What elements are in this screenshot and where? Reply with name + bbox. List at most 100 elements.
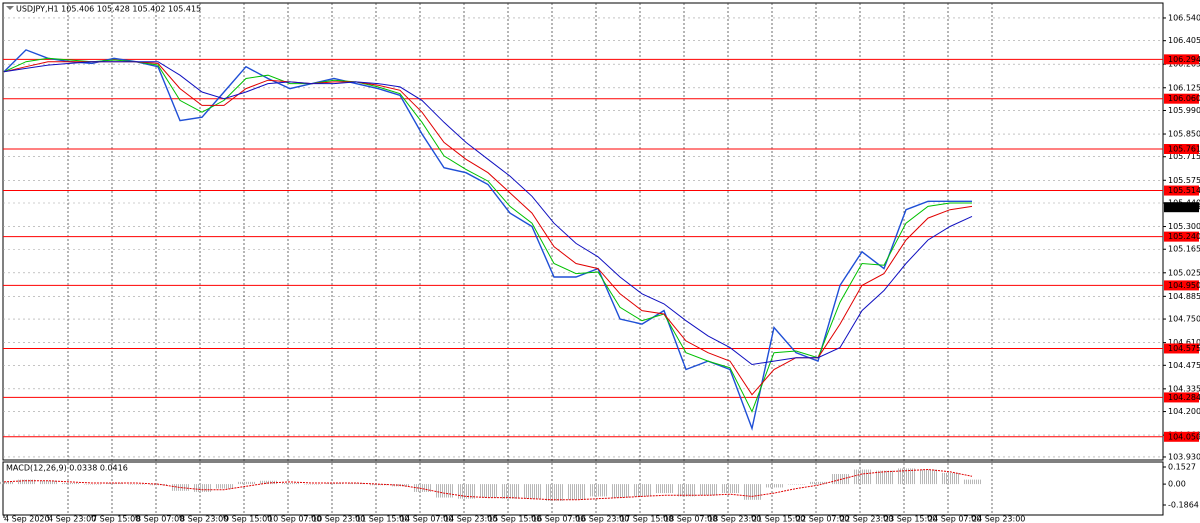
x-tick-label: 4 Sep 2020	[4, 515, 50, 523]
macd-bar	[83, 484, 101, 485]
macd-bar	[171, 484, 189, 491]
macd-bar	[281, 482, 299, 485]
x-tick-label: 16 Sep 07:00	[532, 515, 585, 523]
y-tick-label: 0.1527	[1168, 462, 1196, 471]
macd-bar	[941, 472, 959, 485]
x-tick-label: 17 Sep 15:00	[620, 515, 673, 523]
macd-bar	[215, 484, 233, 489]
macd-bar	[413, 484, 431, 492]
macd-bar	[765, 484, 783, 488]
y-tick-label: 104.885	[1168, 292, 1200, 301]
x-tick-label: 7 Sep 15:00	[92, 515, 140, 523]
macd-bar	[127, 484, 145, 485]
macd-bar	[853, 469, 871, 485]
x-tick-label: 14 Sep 23:00	[444, 515, 497, 523]
macd-title: MACD(12,26,9) 0.0338 0.0416	[6, 464, 128, 473]
level-tag	[1164, 143, 1199, 154]
y-tick-label: 106.125	[1168, 83, 1200, 92]
macd-bar	[633, 484, 651, 497]
macd-bar	[611, 484, 629, 498]
level-tag	[1164, 185, 1199, 196]
level-tag	[1164, 392, 1199, 403]
macd-bar	[919, 469, 937, 485]
level-label: 104.950	[1168, 281, 1200, 290]
level-tag	[1164, 54, 1199, 65]
x-tick-label: 15 Sep 15:00	[488, 515, 541, 523]
x-tick-label: 24 Sep 23:00	[972, 515, 1025, 523]
x-tick-label: 23 Sep 15:00	[884, 515, 937, 523]
x-tick-label: 18 Sep 07:00	[664, 515, 717, 523]
level-tag	[1164, 93, 1199, 104]
macd-bar	[655, 484, 673, 494]
macd-bar	[369, 484, 387, 486]
y-tick-label: 105.850	[1168, 130, 1200, 139]
macd-bar	[567, 484, 585, 500]
y-tick-label: 104.475	[1168, 361, 1200, 370]
level-label: 104.284	[1168, 393, 1200, 402]
macd-bar	[193, 484, 211, 492]
y-tick-label: 103.930	[1168, 452, 1200, 461]
y-tick-label: 104.610	[1168, 338, 1200, 347]
y-tick-label: 105.025	[1168, 268, 1200, 277]
x-tick-label: 4 Sep 23:00	[48, 515, 96, 523]
macd-bar	[479, 484, 497, 498]
level-label: 106.060	[1168, 94, 1200, 103]
x-tick-label: 10 Sep 23:00	[312, 515, 365, 523]
y-tick-label: 105.990	[1168, 106, 1200, 115]
y-tick-label: 106.540	[1168, 13, 1200, 22]
y-tick-label: 0.00	[1168, 480, 1186, 489]
macd-bar	[39, 480, 57, 485]
macd-bar	[61, 482, 79, 485]
x-tick-label: 22 Sep 07:00	[796, 515, 849, 523]
x-tick-label: 9 Sep 15:00	[224, 515, 272, 523]
level-label: 104.575	[1168, 344, 1200, 353]
macd-bar	[259, 480, 277, 485]
x-tick-label: 21 Sep 15:00	[752, 515, 805, 523]
macd-bar	[809, 481, 827, 485]
y-tick-label: 105.300	[1168, 222, 1200, 231]
macd-bar	[875, 470, 893, 485]
y-tick-label: 104.750	[1168, 315, 1200, 324]
level-tag	[1164, 231, 1199, 242]
x-tick-label: 14 Sep 07:00	[400, 515, 453, 523]
macd-bar	[303, 484, 321, 485]
x-tick-label: 22 Sep 23:00	[840, 515, 893, 523]
y-tick-label: -0.1864	[1168, 500, 1199, 509]
x-tick-label: 11 Sep 15:00	[356, 515, 409, 523]
level-label: 105.514	[1168, 186, 1200, 195]
y-tick-label: 105.715	[1168, 152, 1200, 161]
y-tick-label: 105.165	[1168, 245, 1200, 254]
current-price-label: 105.415	[1168, 203, 1200, 212]
moving-average	[3, 61, 973, 366]
macd-bar	[787, 484, 805, 485]
level-label: 105.761	[1168, 144, 1200, 153]
macd-bar	[435, 484, 453, 498]
x-tick-label: 18 Sep 23:00	[708, 515, 761, 523]
macd-bar	[677, 484, 695, 497]
macd-bar	[457, 484, 475, 499]
chart-title: USDJPY,H1 105.406 105.428 105.402 105.41…	[16, 5, 201, 14]
level-tag	[1164, 431, 1199, 442]
y-tick-label: 105.575	[1168, 176, 1200, 185]
macd-bar	[0, 481, 13, 485]
level-tag	[1164, 343, 1199, 354]
x-tick-label: 8 Sep 07:00	[136, 515, 184, 523]
symbol-icon	[6, 6, 14, 10]
y-tick-label: 106.405	[1168, 36, 1200, 45]
level-label: 106.294	[1168, 55, 1200, 64]
x-tick-label: 24 Sep 07:00	[928, 515, 981, 523]
price-line	[3, 49, 972, 431]
x-tick-label: 10 Sep 07:00	[268, 515, 321, 523]
x-tick-label: 16 Sep 23:00	[576, 515, 629, 523]
macd-bar	[523, 484, 541, 499]
macd-bar	[743, 484, 761, 500]
y-tick-label: 104.335	[1168, 384, 1200, 393]
macd-bar	[963, 479, 981, 485]
macd-bar	[831, 474, 849, 485]
macd-bar	[897, 468, 915, 485]
macd-bar	[545, 484, 563, 501]
macd-bar	[17, 479, 35, 485]
macd-bar	[501, 484, 519, 499]
macd-bar	[237, 481, 255, 485]
level-label: 104.050	[1168, 432, 1200, 441]
